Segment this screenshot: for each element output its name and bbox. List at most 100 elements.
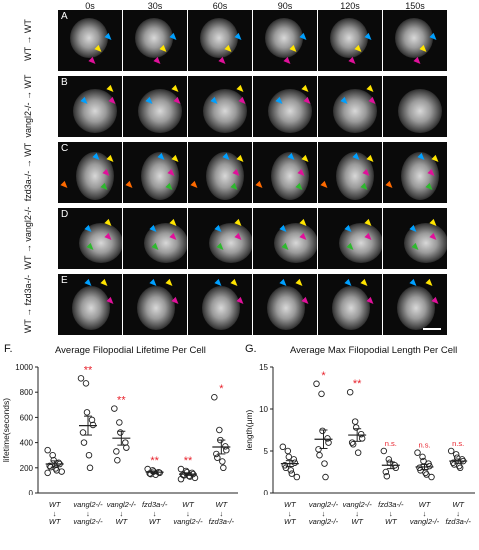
yellow-arrowhead-icon [425, 278, 435, 289]
x-category-label: vangl2-/- ↓ WT [102, 500, 140, 527]
y-tick-label: 200 [20, 464, 34, 473]
data-point [414, 449, 421, 456]
down-arrow-icon: ↓ [152, 508, 157, 518]
data-point [191, 474, 199, 482]
data-point [156, 469, 163, 477]
row-letter: C [61, 143, 69, 154]
cell-image [79, 223, 122, 263]
yellow-arrowhead-icon [230, 278, 240, 289]
data-point [50, 456, 57, 464]
row-letter: B [61, 77, 68, 88]
cell-image [404, 223, 447, 263]
data-point [383, 472, 391, 480]
x-category-bottom: WT [115, 517, 128, 526]
x-category-bottom: WT [48, 517, 61, 526]
y-tick-label: 600 [20, 413, 34, 422]
x-category-bottom: vangl2-/- [308, 517, 339, 526]
microscopy-panel [188, 142, 252, 203]
cell-image [397, 286, 435, 330]
data-point [428, 473, 435, 481]
orange-arrowhead-icon [125, 180, 135, 191]
x-category-top: WT [283, 500, 296, 509]
data-point [293, 473, 301, 481]
data-point [287, 467, 295, 474]
data-point [354, 449, 362, 456]
cell-image [206, 152, 244, 200]
row-letter: D [61, 209, 69, 220]
magenta-arrowhead-icon [283, 56, 293, 67]
down-arrow-icon: ↓ [321, 508, 326, 518]
microscopy-panel [318, 142, 382, 203]
x-category-top: WT [215, 500, 228, 509]
data-point [284, 447, 292, 455]
x-category-label: WT ↓ WT [36, 500, 74, 527]
data-point [357, 430, 365, 438]
cell-image [274, 223, 317, 263]
x-category-bottom: vangl2-/- [173, 517, 203, 526]
x-category-bottom: fzd3a-/- [208, 517, 235, 526]
down-arrow-icon: ↓ [186, 508, 190, 518]
x-category-bottom: WT [384, 517, 397, 526]
microscopy-panel [383, 76, 447, 137]
cell-image [330, 18, 368, 58]
data-point [422, 469, 429, 477]
x-category-label: vangl2-/- ↓ WT [338, 500, 376, 527]
orange-arrowhead-icon [385, 180, 395, 191]
data-point [55, 459, 62, 467]
data-point [113, 448, 120, 455]
cell-image [209, 223, 252, 263]
down-arrow-icon: ↓ [287, 508, 292, 518]
cell-image [336, 152, 374, 200]
cell-image [332, 286, 370, 330]
data-point [116, 419, 123, 426]
data-point [123, 444, 130, 451]
orange-arrowhead-icon [255, 180, 265, 191]
cell-image [203, 89, 247, 133]
data-point [220, 464, 227, 472]
scale-bar [423, 328, 441, 330]
x-category-bottom: WT [283, 517, 296, 526]
data-point [44, 446, 51, 454]
data-point [380, 447, 388, 455]
data-point [288, 470, 296, 477]
down-arrow-icon: ↓ [456, 508, 461, 518]
microscopy-panel: D [58, 208, 122, 269]
magenta-arrowhead-icon [218, 56, 228, 67]
data-point [77, 375, 85, 382]
row-label: vangl2-/- → WT [23, 74, 33, 138]
data-point [282, 464, 290, 472]
data-point [79, 429, 87, 436]
data-point [319, 427, 326, 435]
cell-image [401, 152, 439, 200]
y-tick-label: 400 [20, 439, 34, 448]
microscopy-panel [383, 208, 447, 269]
y-axis-label: lifetime(seconds) [1, 398, 11, 462]
x-category-top: fzd3a-/- [378, 500, 404, 509]
x-category-top: WT [48, 500, 61, 509]
x-category-bottom: vangl2-/- [409, 517, 440, 526]
data-point [313, 380, 320, 388]
data-point [80, 439, 88, 446]
time-label: 60s [212, 1, 228, 11]
microscopy-panel [188, 274, 252, 335]
x-category-bottom: vangl2-/- [73, 517, 103, 526]
down-arrow-icon: ↓ [219, 508, 224, 518]
data-point [351, 418, 359, 425]
data-point [216, 426, 223, 434]
microscopy-panel [318, 208, 382, 269]
panel-letter-f: F. [4, 343, 13, 355]
data-point [46, 462, 53, 470]
significance-label: * [321, 370, 326, 382]
data-point [285, 453, 293, 461]
down-arrow-icon: ↓ [422, 508, 427, 518]
microscopy-panel: E [58, 274, 122, 335]
data-point [86, 464, 94, 472]
x-category-bottom: WT [148, 517, 161, 526]
x-category-label: vangl2-/- ↓ vangl2-/- [69, 500, 107, 527]
data-point [318, 390, 325, 398]
y-tick-label: 800 [20, 388, 34, 397]
x-category-top: vangl2-/- [73, 500, 103, 509]
yellow-arrowhead-icon [295, 278, 305, 289]
cell-image [265, 18, 303, 58]
data-point [290, 456, 298, 463]
